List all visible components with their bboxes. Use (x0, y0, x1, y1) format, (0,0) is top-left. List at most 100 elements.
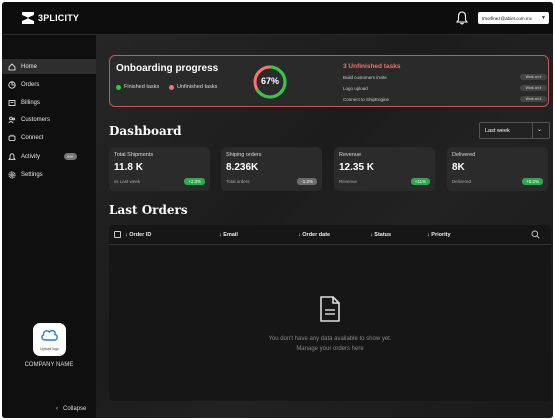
column-priority[interactable]: ↓ Priority (427, 232, 451, 238)
empty-state-hint: Manage your orders here (296, 346, 364, 352)
last-orders-title: Last Orders (109, 203, 188, 217)
sidebar-item-label: Settings (21, 171, 43, 178)
stat-sub: vs Last week (114, 179, 141, 184)
billings-icon (8, 99, 16, 106)
table-header: ↓ Order ID ↓ Email ↓ Order date ↓ Status… (109, 225, 551, 245)
gear-icon (8, 171, 16, 178)
stat-card-revenue[interactable]: Revenue 12.35 K Revenue +11% (334, 147, 435, 191)
activity-count-badge: 99+ (64, 153, 77, 160)
orders-table: ↓ Order ID ↓ Email ↓ Order date ↓ Status… (109, 225, 551, 401)
column-email[interactable]: ↓ Email (219, 232, 238, 238)
cloud-icon (41, 329, 58, 341)
sidebar: Home Orders Billings Customers Connect A… (2, 35, 96, 418)
logo-text: 3PLICITY (38, 13, 80, 23)
stat-change-badge: -1.2% (297, 178, 317, 185)
collapse-sidebar-button[interactable]: ‹ Collapse (56, 406, 86, 412)
chevron-down-icon: ⌄ (537, 127, 543, 133)
home-icon (8, 62, 16, 70)
stat-change-badge: +6.2% (522, 178, 543, 185)
onboarding-progress-card: Onboarding progress Finished tasks Unfin… (109, 55, 549, 107)
stat-sub: Total orders (226, 179, 250, 184)
user-email: tmorfinez@abiet.com.mx (482, 15, 532, 21)
dashboard-title: Dashboard (109, 124, 182, 138)
column-status[interactable]: ↓ Status (370, 232, 392, 238)
sidebar-item-label: Connect (21, 134, 44, 141)
app-logo[interactable]: 3PLICITY (21, 11, 79, 25)
task-label: Build customers invite (343, 75, 387, 80)
logo-mark-icon (22, 12, 34, 24)
sidebar-item-settings[interactable]: Settings (2, 167, 96, 182)
sidebar-item-label: Activity (21, 153, 41, 160)
main-content: Onboarding progress Finished tasks Unfin… (96, 35, 553, 418)
stat-label: Revenue (339, 152, 362, 158)
legend-unfinished-label: Unfinished tasks (177, 84, 218, 90)
column-order-id[interactable]: ↓ Order ID (125, 232, 152, 238)
finished-dot-icon (116, 84, 121, 90)
column-label: Status (374, 232, 392, 238)
chevron-down-icon: ▼ (541, 15, 546, 21)
sidebar-item-home[interactable]: Home (2, 59, 96, 74)
legend-finished-label: Finished tasks (124, 84, 160, 90)
orders-icon (8, 80, 16, 89)
stat-label: Delivered (452, 152, 476, 158)
legend-unfinished: Unfinished tasks (169, 84, 217, 90)
customers-icon (8, 116, 16, 123)
sidebar-item-orders[interactable]: Orders (2, 77, 96, 92)
date-range-select[interactable]: Last week ⌄ (479, 122, 550, 139)
sidebar-item-label: Orders (21, 81, 40, 88)
sidebar-item-label: Billings (21, 99, 41, 106)
sidebar-item-billings[interactable]: Billings (2, 95, 96, 110)
user-account-dropdown[interactable]: tmorfinez@abiet.com.mx ▼ (478, 12, 549, 24)
collapse-label: Collapse (63, 406, 87, 412)
sidebar-item-activity[interactable]: Activity 99+ (2, 149, 96, 164)
column-label: Priority (431, 232, 451, 238)
stat-sub: Delivered (452, 179, 472, 184)
progress-gauge (253, 65, 287, 99)
notification-bell-icon[interactable] (456, 11, 468, 25)
stat-card-shipping-orders[interactable]: Shiping orders 8.236K Total orders -1.2% (221, 147, 322, 191)
upload-logo-button[interactable]: Upload logo (33, 323, 66, 356)
top-bar: 3PLICITY tmorfinez@abiet.com.mx ▼ (2, 2, 553, 35)
select-divider (532, 123, 533, 138)
unfinished-dot-icon (169, 84, 174, 90)
column-label: Order ID (129, 232, 152, 238)
legend-finished: Finished tasks (116, 84, 159, 90)
sidebar-item-label: Customers (21, 116, 51, 123)
stat-change-badge: +11% (410, 178, 430, 185)
sidebar-item-connect[interactable]: Connect (2, 130, 96, 145)
column-order-date[interactable]: ↓ Order date (298, 232, 331, 238)
task-label: Logo upload (343, 86, 368, 91)
stat-change-badge: +2.3% (184, 178, 205, 185)
select-all-checkbox[interactable] (114, 231, 121, 238)
empty-state-message: You don't have any data available to sho… (268, 336, 392, 342)
company-name: COMPANY NAME (24, 362, 74, 368)
progress-percent: 67% (260, 76, 279, 86)
stat-value: 8K (452, 162, 465, 173)
document-icon (320, 296, 340, 322)
work-on-it-button[interactable]: Work on it (520, 74, 547, 80)
stat-value: 12.35 K (339, 162, 375, 173)
date-range-value: Last week (485, 127, 510, 134)
connect-icon (8, 134, 16, 141)
stat-label: Shiping orders (226, 152, 262, 158)
sidebar-item-label: Home (21, 63, 38, 70)
work-on-it-button[interactable]: Work on it (520, 96, 547, 102)
work-on-it-button[interactable]: Work on it (520, 85, 547, 91)
stat-card-delivered[interactable]: Delivered 8K Delivered +6.2% (447, 147, 548, 191)
sidebar-item-customers[interactable]: Customers (2, 112, 96, 127)
search-icon[interactable] (531, 230, 540, 239)
stat-sub: Revenue (339, 179, 358, 184)
stat-value: 11.8 K (114, 162, 143, 173)
unfinished-tasks-title: 3 Unfinished tasks (343, 63, 401, 70)
onboarding-title: Onboarding progress (116, 63, 219, 74)
bell-icon (8, 152, 16, 160)
column-label: Order date (302, 232, 331, 238)
column-label: Email (223, 232, 238, 238)
stat-value: 8.236K (226, 162, 259, 173)
stat-label: Total Shipments (114, 152, 154, 158)
chevron-left-icon: ‹ (56, 406, 58, 412)
gauge-fill (253, 65, 287, 99)
task-label: Connect to ShipEngine (343, 97, 390, 102)
stat-card-total-shipments[interactable]: Total Shipments 11.8 K vs Last week +2.3… (109, 147, 210, 191)
